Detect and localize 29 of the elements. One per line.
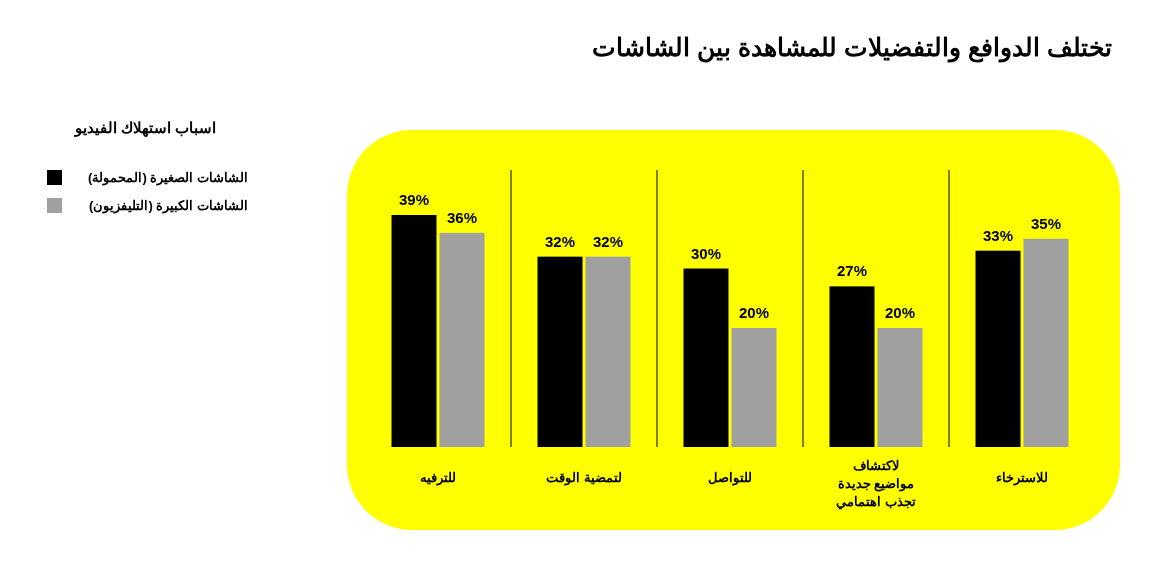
- x-tick-label: لتمضية الوقت: [546, 470, 622, 486]
- data-label: 27%: [836, 262, 868, 280]
- data-label: 39%: [398, 191, 430, 208]
- x-tick-label: لاكتشاف مواضيع جديدة تجذب اهتمامي: [836, 458, 916, 510]
- data-label: 32%: [592, 232, 624, 250]
- data-label: 35%: [1030, 214, 1062, 232]
- bar: [439, 232, 485, 447]
- x-tick-label: للتواصل: [708, 470, 752, 486]
- data-label: 20%: [884, 304, 916, 322]
- bar: [877, 328, 923, 447]
- bar: [731, 328, 777, 447]
- data-label: 36%: [446, 208, 478, 226]
- bar: [1023, 238, 1069, 447]
- bar: [683, 268, 729, 447]
- data-label: 33%: [982, 226, 1014, 244]
- chart-title: تختلف الدوافع والتفضيلات للمشاهدة بين الشاشات: [592, 33, 1112, 63]
- data-label: 30%: [690, 244, 722, 262]
- x-tick-label: للترفيه: [420, 470, 456, 486]
- data-label: 32%: [544, 232, 576, 250]
- legend-label: الشاشات الصغيرة (المحمولة): [88, 170, 248, 186]
- legend-title: اسباب استهلاك الفيديو: [73, 119, 216, 137]
- data-label: 20%: [738, 304, 770, 322]
- x-tick-label: للاسترخاء: [996, 470, 1048, 486]
- bar: [585, 256, 631, 447]
- bar: [975, 250, 1021, 447]
- bar: [829, 286, 875, 447]
- bar: [537, 256, 583, 447]
- legend-label: الشاشات الكبيرة (التليفزيون): [89, 198, 248, 214]
- bar: [391, 215, 437, 447]
